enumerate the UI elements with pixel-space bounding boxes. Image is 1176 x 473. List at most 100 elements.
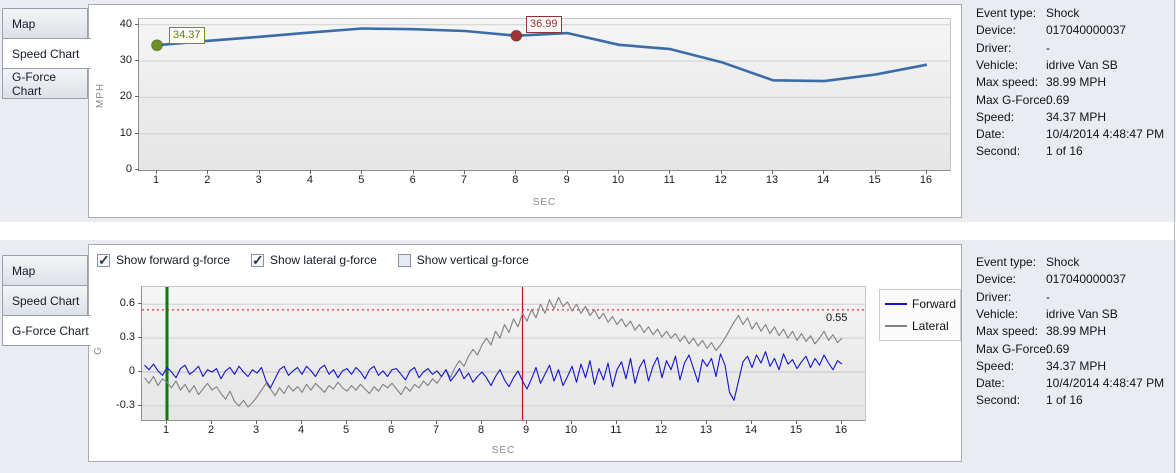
info-row: Driver: - <box>976 289 1170 306</box>
xtick-label: 16 <box>913 170 939 186</box>
info-label: Driver: <box>976 40 1012 55</box>
info-row: Speed: 34.37 MPH <box>976 358 1170 375</box>
info-row: Vehicle: idrive Van SB <box>976 306 1170 323</box>
info-row: Driver: - <box>976 40 1170 57</box>
checkbox-label: Show lateral g-force <box>270 253 377 267</box>
xtick-label: 3 <box>246 170 272 186</box>
info-row: Max G-Force:0.69 <box>976 341 1170 358</box>
threshold-value-label: 0.55 <box>826 311 848 324</box>
info-row: Vehicle: idrive Van SB <box>976 57 1170 74</box>
checkbox-show-lateral-gforce[interactable]: Show lateral g-force <box>251 252 377 269</box>
ytick-label: 0.6 <box>101 296 142 310</box>
info-value: - <box>1046 40 1050 55</box>
info-row: Date: 10/4/2014 4:48:47 PM <box>976 126 1170 143</box>
gforce-line-chart <box>142 287 865 420</box>
checkbox-box[interactable] <box>251 252 265 269</box>
tab-speed-chart[interactable]: Speed Chart <box>2 38 91 69</box>
speed-line-chart <box>139 24 950 135</box>
info-row: Event type: Shock <box>976 254 1170 271</box>
checkbox-show-vertical-gforce[interactable]: Show vertical g-force <box>397 253 529 267</box>
xtick-label: 4 <box>288 420 314 436</box>
gforce-chart-card: Show forward g-force Show lateral g-forc… <box>88 244 962 462</box>
ytick-label: 40 <box>98 17 139 31</box>
info-row: Device: 017040000037 <box>976 22 1170 39</box>
info-value: 1 of 16 <box>1046 144 1083 159</box>
xtick-label: 6 <box>400 170 426 186</box>
xtick-label: 12 <box>648 420 674 436</box>
info-label: Date: <box>976 127 1005 142</box>
info-value: 38.99 MPH <box>1046 75 1107 90</box>
xtick-label: 8 <box>502 170 528 186</box>
info-value: Shock <box>1046 6 1080 20</box>
checkbox-show-forward-gforce[interactable]: Show forward g-force <box>97 252 231 269</box>
xtick-label: 10 <box>605 170 631 186</box>
speed-chart-card: MPH 34.37 36.99 SEC 1 2 3 4 5 6 7 8 9 10 11 12 13 14 1… <box>88 4 962 218</box>
xtick-label: 13 <box>693 420 719 436</box>
info-label: Event type: <box>976 6 1037 20</box>
info-label: Vehicle: <box>976 57 1019 72</box>
xtick-label: 1 <box>153 420 179 436</box>
xtick-label: 13 <box>759 170 785 186</box>
checkbox-box[interactable] <box>397 253 411 267</box>
info-row: Max speed: 38.99 MPH <box>976 323 1170 340</box>
xtick-label: 14 <box>738 420 764 436</box>
info-value: - <box>1046 289 1050 304</box>
legend-item-forward: Forward <box>880 293 960 315</box>
gforce-chart-panel: Map Speed Chart G-Force Chart Show forwa… <box>0 240 1176 473</box>
xtick-label: 2 <box>194 170 220 186</box>
ytick-label: 20 <box>98 89 139 103</box>
gforce-x-axis-label: SEC <box>491 445 516 456</box>
info-label: Driver: <box>976 289 1012 304</box>
checkbox-label: Show forward g-force <box>116 253 231 267</box>
info-label: Second: <box>976 144 1021 159</box>
info-value: 0.69 <box>1046 341 1070 356</box>
speed-plot-area[interactable] <box>138 18 951 171</box>
xtick-label: 7 <box>451 170 477 186</box>
xtick-label: 14 <box>810 170 836 186</box>
info-label: Max G-Force: <box>976 92 1050 107</box>
gforce-y-axis-label: G <box>92 346 104 355</box>
ytick-label: 0.3 <box>101 330 142 344</box>
info-value: 017040000037 <box>1046 272 1127 287</box>
info-value: 017040000037 <box>1046 23 1127 38</box>
xtick-label: 5 <box>348 170 374 186</box>
ytick-label: 0 <box>98 162 139 176</box>
xtick-label: 9 <box>513 420 539 436</box>
speed-chart-panel: Map Speed Chart G-Force Chart MPH 34.37 … <box>0 0 1176 222</box>
info-row: Date: 10/4/2014 4:48:47 PM <box>976 375 1170 392</box>
xtick-label: 4 <box>297 170 323 186</box>
bottom-tab-strip: Map Speed Chart G-Force Chart <box>1 240 91 473</box>
legend-label: Lateral <box>912 319 949 333</box>
xtick-label: 3 <box>243 420 269 436</box>
info-label: Max G-Force: <box>976 341 1050 356</box>
info-row: Event type: Shock <box>976 5 1170 22</box>
event-info-panel: Event type: Shock Device: 017040000037 Drive… <box>966 0 1172 222</box>
info-label: Device: <box>976 23 1017 38</box>
tab-map[interactable]: Map <box>2 255 88 286</box>
checkbox-box[interactable] <box>97 252 110 269</box>
forward-line-swatch <box>885 303 907 305</box>
tab-gforce-chart[interactable]: G-Force Chart <box>2 68 88 99</box>
event-info-panel: Event type: Shock Device: 017040000037 Drive… <box>966 240 1172 473</box>
xtick-label: 15 <box>862 170 888 186</box>
info-value: 0.69 <box>1046 92 1070 107</box>
lateral-line-swatch <box>885 325 907 327</box>
tab-gforce-chart[interactable]: G-Force Chart <box>2 315 91 346</box>
info-row: Second: 1 of 16 <box>976 392 1170 409</box>
xtick-label: 11 <box>603 420 629 436</box>
gforce-plot-area[interactable] <box>141 286 866 421</box>
ytick-label: 30 <box>98 53 139 67</box>
xtick-label: 11 <box>656 170 682 186</box>
xtick-label: 8 <box>468 420 494 436</box>
ytick-label: 0 <box>101 364 142 378</box>
legend-label: Forward <box>912 297 957 311</box>
info-value: 38.99 MPH <box>1046 324 1107 339</box>
tab-speed-chart[interactable]: Speed Chart <box>2 285 88 316</box>
top-tab-strip: Map Speed Chart G-Force Chart <box>1 0 91 222</box>
info-label: Vehicle: <box>976 306 1019 321</box>
xtick-label: 5 <box>333 420 359 436</box>
xtick-label: 9 <box>554 170 580 186</box>
tab-map[interactable]: Map <box>2 8 88 39</box>
xtick-label: 6 <box>378 420 404 436</box>
xtick-label: 1 <box>143 170 169 186</box>
